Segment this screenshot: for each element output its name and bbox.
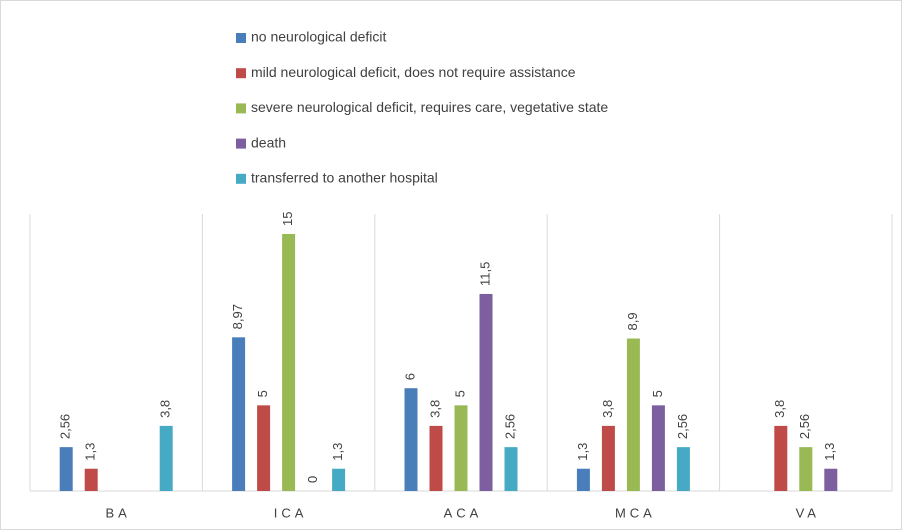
value-label: 2,56 bbox=[58, 414, 73, 439]
x-tick-label: ACA bbox=[444, 505, 483, 520]
value-label: 5 bbox=[650, 390, 665, 397]
bar bbox=[774, 425, 788, 491]
value-label: 6 bbox=[402, 373, 417, 380]
value-label: 1,3 bbox=[83, 443, 98, 461]
x-tick-label: VA bbox=[796, 505, 820, 520]
bar bbox=[676, 447, 690, 491]
value-label: 8,97 bbox=[230, 304, 245, 329]
bar bbox=[282, 234, 296, 491]
legend-label: transferred to another hospital bbox=[251, 170, 438, 186]
legend-label: mild neurological deficit, does not requ… bbox=[251, 64, 576, 80]
bar bbox=[429, 425, 443, 491]
bar bbox=[504, 447, 518, 491]
value-label: 8,9 bbox=[625, 312, 640, 330]
value-label: 3,8 bbox=[600, 400, 615, 418]
bar bbox=[59, 447, 73, 491]
bar bbox=[159, 425, 173, 491]
bar bbox=[479, 293, 493, 491]
legend-swatch bbox=[236, 33, 246, 43]
bar bbox=[332, 468, 346, 491]
value-label: 1,3 bbox=[330, 443, 345, 461]
bar bbox=[404, 388, 418, 491]
bar bbox=[601, 425, 615, 491]
x-tick-label: MCA bbox=[615, 505, 656, 520]
bar bbox=[576, 468, 590, 491]
legend-label: death bbox=[251, 134, 286, 150]
bar bbox=[799, 447, 813, 491]
bar bbox=[232, 337, 246, 491]
bar bbox=[257, 405, 271, 491]
x-tick-label: BA bbox=[106, 505, 131, 520]
value-label: 5 bbox=[255, 390, 270, 397]
value-label: 3,8 bbox=[158, 400, 173, 418]
legend-swatch bbox=[236, 173, 246, 184]
value-label: 2,56 bbox=[502, 414, 517, 439]
x-tick-label: ICA bbox=[274, 505, 308, 520]
legend-label: no neurological deficit bbox=[251, 29, 387, 45]
legend-swatch bbox=[236, 103, 246, 114]
value-label: 5 bbox=[452, 390, 467, 397]
legend-swatch bbox=[236, 68, 246, 79]
value-label: 3,8 bbox=[427, 400, 442, 418]
legend-label: severe neurological deficit, requires ca… bbox=[251, 99, 608, 115]
value-label: 2,56 bbox=[797, 414, 812, 439]
bar bbox=[626, 338, 640, 491]
bar bbox=[84, 468, 98, 491]
value-label: 1,3 bbox=[822, 443, 837, 461]
value-label: 15 bbox=[280, 212, 295, 226]
legend-swatch bbox=[236, 138, 246, 149]
bar bbox=[651, 405, 665, 491]
value-label: 3,8 bbox=[772, 400, 787, 418]
value-label: 2,56 bbox=[675, 414, 690, 439]
bar bbox=[824, 468, 838, 491]
bar bbox=[454, 405, 468, 491]
value-label: 0 bbox=[305, 476, 320, 483]
value-label: 11,5 bbox=[477, 262, 492, 286]
value-label: 1,3 bbox=[575, 443, 590, 461]
